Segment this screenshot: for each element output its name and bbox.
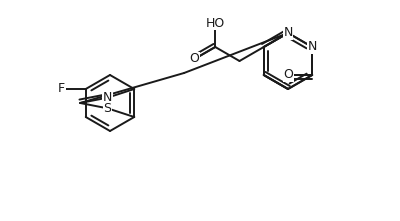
Text: S: S xyxy=(104,102,112,115)
Text: O: O xyxy=(190,52,200,65)
Text: N: N xyxy=(103,91,112,104)
Text: O: O xyxy=(284,69,293,82)
Text: HO: HO xyxy=(206,17,225,30)
Text: N: N xyxy=(308,40,317,53)
Text: N: N xyxy=(283,27,293,40)
Text: F: F xyxy=(58,82,65,95)
